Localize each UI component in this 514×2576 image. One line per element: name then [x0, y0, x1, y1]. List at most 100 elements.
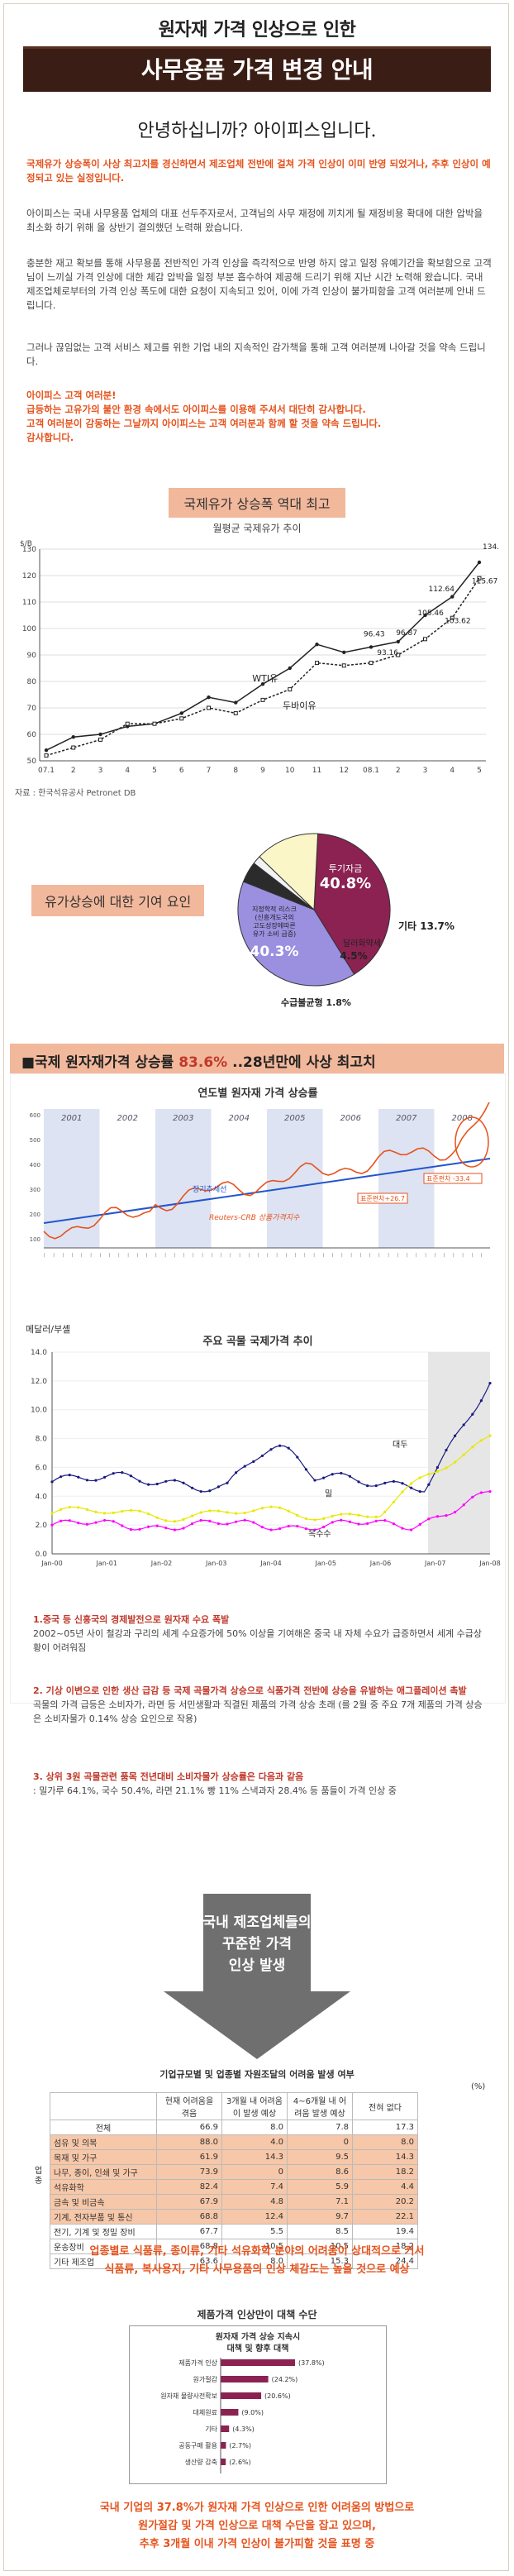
crb-x-tick: |: [388, 1253, 389, 1258]
oil-data-point: [423, 637, 427, 642]
measure-value: (20.6%): [264, 2392, 291, 2400]
oil-data-point: [315, 643, 319, 647]
difficulty-table: 현재 어려움을 겪음 3개월 내 어려움이 발생 예상 4~6개월 내 어려움 …: [35, 2092, 418, 2269]
table-cell: 82.4: [156, 2179, 222, 2195]
table-row-label: 나무, 종이, 인쇄 및 가구: [50, 2164, 157, 2180]
crb-x-tick: |: [146, 1253, 148, 1258]
measure-label: 제품가격 인상: [178, 2359, 217, 2367]
table-row: 기계, 전자부품 및 통신 68.8 12.4 9.7 22.1: [50, 2209, 418, 2225]
crb-x-tick: |: [72, 1253, 74, 1258]
oil-data-point: [234, 700, 238, 705]
crb-x-tick: |: [109, 1253, 111, 1258]
oil-data-point: [369, 661, 374, 666]
grain-x-tick: Jan-07: [424, 1560, 445, 1567]
crb-y-tick: 100: [30, 1236, 40, 1243]
table-row: 전기, 기계 및 정밀 장비 67.7 5.5 8.5 19.4: [50, 2224, 418, 2239]
intro-paragraph-2: 충분한 재고 확보를 통해 사무용품 전반적인 가격 인상을 즉각적으로 반영 …: [26, 257, 492, 311]
measure-bar: [221, 2442, 226, 2449]
oil-data-point: [396, 652, 401, 657]
oil-data-point: [341, 663, 346, 668]
oil-series-line: [45, 577, 480, 757]
table-cell: 8.6: [287, 2164, 353, 2180]
table-cell: 24.4: [352, 2253, 418, 2269]
crb-x-tick: |: [360, 1253, 362, 1258]
oil-section-heading: 국제유가 상승폭 역대 최고: [0, 488, 514, 518]
oil-x-tick: 6: [179, 767, 184, 775]
crb-x-tick: |: [481, 1253, 483, 1258]
table-side-label: 업종: [35, 2167, 43, 2186]
oil-data-point: [152, 721, 157, 726]
pie-slice: [237, 881, 355, 987]
pie-label-speculation: 투기자금: [329, 863, 362, 874]
crb-x-tick: |: [425, 1253, 426, 1258]
pie-label-other: 기타 13.7%: [398, 920, 455, 932]
oil-series-line: [45, 562, 480, 751]
crb-year-label: 2001: [61, 1114, 82, 1123]
crb-index-label: Reuters-CRB 상품가격지수: [209, 1213, 300, 1222]
crb-x-tick: |: [462, 1253, 464, 1258]
crb-y-tick: 300: [30, 1187, 40, 1193]
pie-label-geo: 지정학적 리스크 (신흥개도국의 고도성장에따른 유가 소비 급증): [252, 905, 297, 938]
grain-y-tick: 14.0: [31, 1349, 47, 1357]
crb-highlight-ellipse: [455, 1116, 489, 1168]
oil-x-tick: 9: [260, 767, 265, 775]
crb-year-band: [155, 1109, 212, 1248]
notice-2: 국내 기업의 37.8%가 원자재 가격 인상으로 인한 어려움의 방법으로 원…: [99, 2502, 415, 2550]
crb-x-tick: |: [407, 1253, 408, 1258]
oil-data-point: [44, 748, 49, 753]
grain-x-tick: Jan-05: [315, 1560, 336, 1567]
crb-x-tick: |: [137, 1253, 139, 1258]
grain-y-tick: 0.0: [36, 1551, 48, 1559]
measure-label: 생산량 감축: [185, 2458, 217, 2466]
oil-y-tick: 100: [22, 625, 36, 633]
table-row-label: 섬유 및 의복: [50, 2134, 157, 2150]
oil-data-point: [288, 687, 293, 692]
table-cell: 12.4: [221, 2209, 288, 2225]
oil-data-point: [71, 745, 76, 750]
oil-y-tick: 60: [27, 731, 37, 739]
oil-annotation: 115.67: [472, 578, 498, 586]
raw-material-band: ■국제 원자재가격 상승률 83.6% ..28년만에 사상 최고치: [10, 1044, 504, 1073]
crb-year-label: 2002: [117, 1114, 138, 1123]
oil-x-tick: 3: [98, 767, 103, 775]
crb-x-tick: |: [193, 1253, 194, 1258]
oil-data-point: [396, 639, 400, 644]
crb-year-band: [267, 1109, 323, 1248]
crb-chart-title: 연도별 원자재 가격 상승률: [198, 1087, 318, 1100]
oil-annotation: 103.62: [445, 618, 471, 626]
oil-x-tick: 07.1: [38, 767, 55, 775]
grain-chart-unit: 메달러/부셸: [26, 1324, 71, 1335]
oil-x-tick: 5: [477, 767, 482, 775]
oil-x-tick: 7: [207, 767, 212, 775]
crb-x-tick: |: [323, 1253, 325, 1258]
grain-x-tick: Jan-02: [150, 1560, 172, 1567]
crb-x-tick: |: [276, 1253, 278, 1258]
oil-x-tick: 08.1: [363, 767, 379, 775]
point-1: 1.중국 등 신흥국의 경제발전으로 원자재 수요 폭발 2002~05년 사이…: [33, 1614, 483, 1653]
table-cell: 68.8: [156, 2209, 222, 2225]
oil-data-point: [477, 560, 482, 565]
oil-x-tick: 4: [450, 767, 455, 775]
crb-year-label: 2008: [452, 1114, 473, 1123]
table-cell: 19.4: [352, 2224, 418, 2239]
greeting: 안녕하십니까? 아이피스입니다.: [137, 121, 377, 141]
down-arrow-icon: [164, 1894, 350, 2059]
crb-x-tick: |: [249, 1253, 250, 1258]
crb-x-tick: |: [155, 1253, 157, 1258]
crb-index-line: [43, 1102, 490, 1240]
crb-x-tick: |: [212, 1253, 213, 1258]
oil-data-point: [233, 710, 238, 715]
pie-label-supply: 수급불균형 1.8%: [281, 996, 351, 1008]
raw-material-charts: 연도별 원자재 가격 상승률 2001 2002 2003 2004 2005 2006 2…: [10, 1073, 506, 1704]
crb-x-tick: |: [295, 1253, 297, 1258]
grain-y-tick: 2.0: [36, 1522, 48, 1530]
pie-pct-speculation: 40.8%: [320, 875, 371, 892]
oil-annotation: 134.70: [483, 543, 499, 552]
table-cell: 0: [221, 2164, 288, 2180]
table-row: 섬유 및 의복 88.0 4.0 0 8.0: [50, 2134, 418, 2150]
crb-trend-label: 장기추세선: [193, 1185, 226, 1194]
measure-label: 대체원료: [193, 2408, 217, 2416]
oil-y-tick: 90: [27, 652, 37, 660]
closing-line-4: 감사합니다.: [26, 432, 74, 443]
measures-heading: 제품가격 인상만이 대책 수단: [197, 2309, 317, 2320]
